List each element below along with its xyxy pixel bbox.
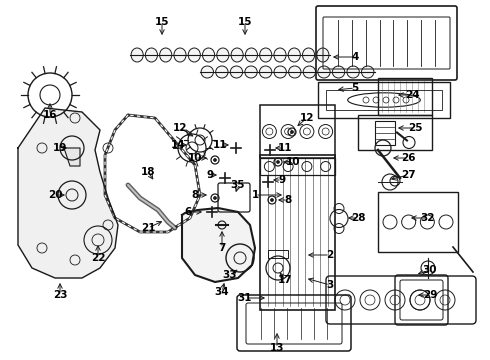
- Ellipse shape: [231, 48, 243, 62]
- Circle shape: [276, 161, 279, 163]
- Ellipse shape: [202, 48, 215, 62]
- Text: 8: 8: [192, 190, 198, 200]
- Text: 23: 23: [53, 290, 67, 300]
- Circle shape: [291, 130, 294, 134]
- Ellipse shape: [274, 66, 287, 78]
- Text: 13: 13: [270, 343, 284, 353]
- Text: 26: 26: [401, 153, 415, 163]
- Ellipse shape: [188, 48, 200, 62]
- Text: 32: 32: [421, 213, 435, 223]
- Text: 29: 29: [423, 290, 437, 300]
- Text: 9: 9: [206, 170, 214, 180]
- Ellipse shape: [245, 66, 257, 78]
- Polygon shape: [182, 208, 255, 282]
- Text: 15: 15: [238, 17, 252, 27]
- Bar: [378, 192, 458, 252]
- Bar: [375, 121, 395, 144]
- Ellipse shape: [289, 66, 301, 78]
- Bar: [318, 82, 450, 118]
- Text: 10: 10: [188, 153, 202, 163]
- Bar: [358, 115, 432, 150]
- Text: 5: 5: [351, 83, 359, 93]
- Text: 22: 22: [91, 253, 105, 263]
- Ellipse shape: [317, 48, 329, 62]
- Text: 1: 1: [251, 190, 259, 200]
- Text: 34: 34: [215, 287, 229, 297]
- Text: 12: 12: [300, 113, 314, 123]
- Text: 11: 11: [278, 143, 292, 153]
- Ellipse shape: [260, 48, 272, 62]
- Text: 9: 9: [278, 175, 286, 185]
- Text: 8: 8: [284, 195, 292, 205]
- Ellipse shape: [146, 48, 157, 62]
- Ellipse shape: [302, 48, 315, 62]
- Text: 12: 12: [173, 123, 187, 133]
- Text: 19: 19: [53, 143, 67, 153]
- Bar: [268, 250, 288, 258]
- Ellipse shape: [160, 48, 172, 62]
- Text: 2: 2: [326, 250, 334, 260]
- Ellipse shape: [131, 48, 143, 62]
- Text: 10: 10: [286, 157, 300, 167]
- Text: 14: 14: [171, 140, 185, 150]
- Ellipse shape: [274, 48, 286, 62]
- Bar: [326, 90, 442, 110]
- Bar: [260, 155, 335, 310]
- Ellipse shape: [174, 48, 186, 62]
- Text: 3: 3: [326, 280, 334, 290]
- Text: 24: 24: [405, 90, 419, 100]
- Text: 28: 28: [351, 213, 365, 223]
- Text: 11: 11: [213, 140, 227, 150]
- Text: 6: 6: [184, 207, 192, 217]
- Text: 30: 30: [423, 265, 437, 275]
- Text: 7: 7: [219, 243, 226, 253]
- Ellipse shape: [332, 66, 345, 78]
- Ellipse shape: [245, 48, 258, 62]
- Ellipse shape: [217, 48, 229, 62]
- Bar: [260, 105, 335, 158]
- Ellipse shape: [230, 66, 243, 78]
- Text: 15: 15: [155, 17, 169, 27]
- Circle shape: [214, 158, 217, 162]
- Text: 20: 20: [48, 190, 62, 200]
- Circle shape: [214, 197, 217, 199]
- Ellipse shape: [303, 66, 316, 78]
- Ellipse shape: [362, 66, 374, 78]
- Circle shape: [270, 198, 273, 202]
- Bar: [378, 78, 432, 115]
- Text: 21: 21: [141, 223, 155, 233]
- Ellipse shape: [288, 48, 300, 62]
- Polygon shape: [18, 108, 118, 278]
- Ellipse shape: [347, 66, 359, 78]
- Ellipse shape: [318, 66, 330, 78]
- Text: 4: 4: [351, 52, 359, 62]
- Text: 18: 18: [141, 167, 155, 177]
- Ellipse shape: [216, 66, 228, 78]
- Polygon shape: [64, 148, 80, 166]
- Text: 25: 25: [408, 123, 422, 133]
- Text: 35: 35: [231, 180, 245, 190]
- Text: 31: 31: [238, 293, 252, 303]
- Ellipse shape: [259, 66, 272, 78]
- Ellipse shape: [201, 66, 214, 78]
- Bar: [260, 158, 335, 175]
- Text: 16: 16: [43, 110, 57, 120]
- Text: 17: 17: [278, 275, 293, 285]
- Text: 27: 27: [401, 170, 416, 180]
- Text: 33: 33: [223, 270, 237, 280]
